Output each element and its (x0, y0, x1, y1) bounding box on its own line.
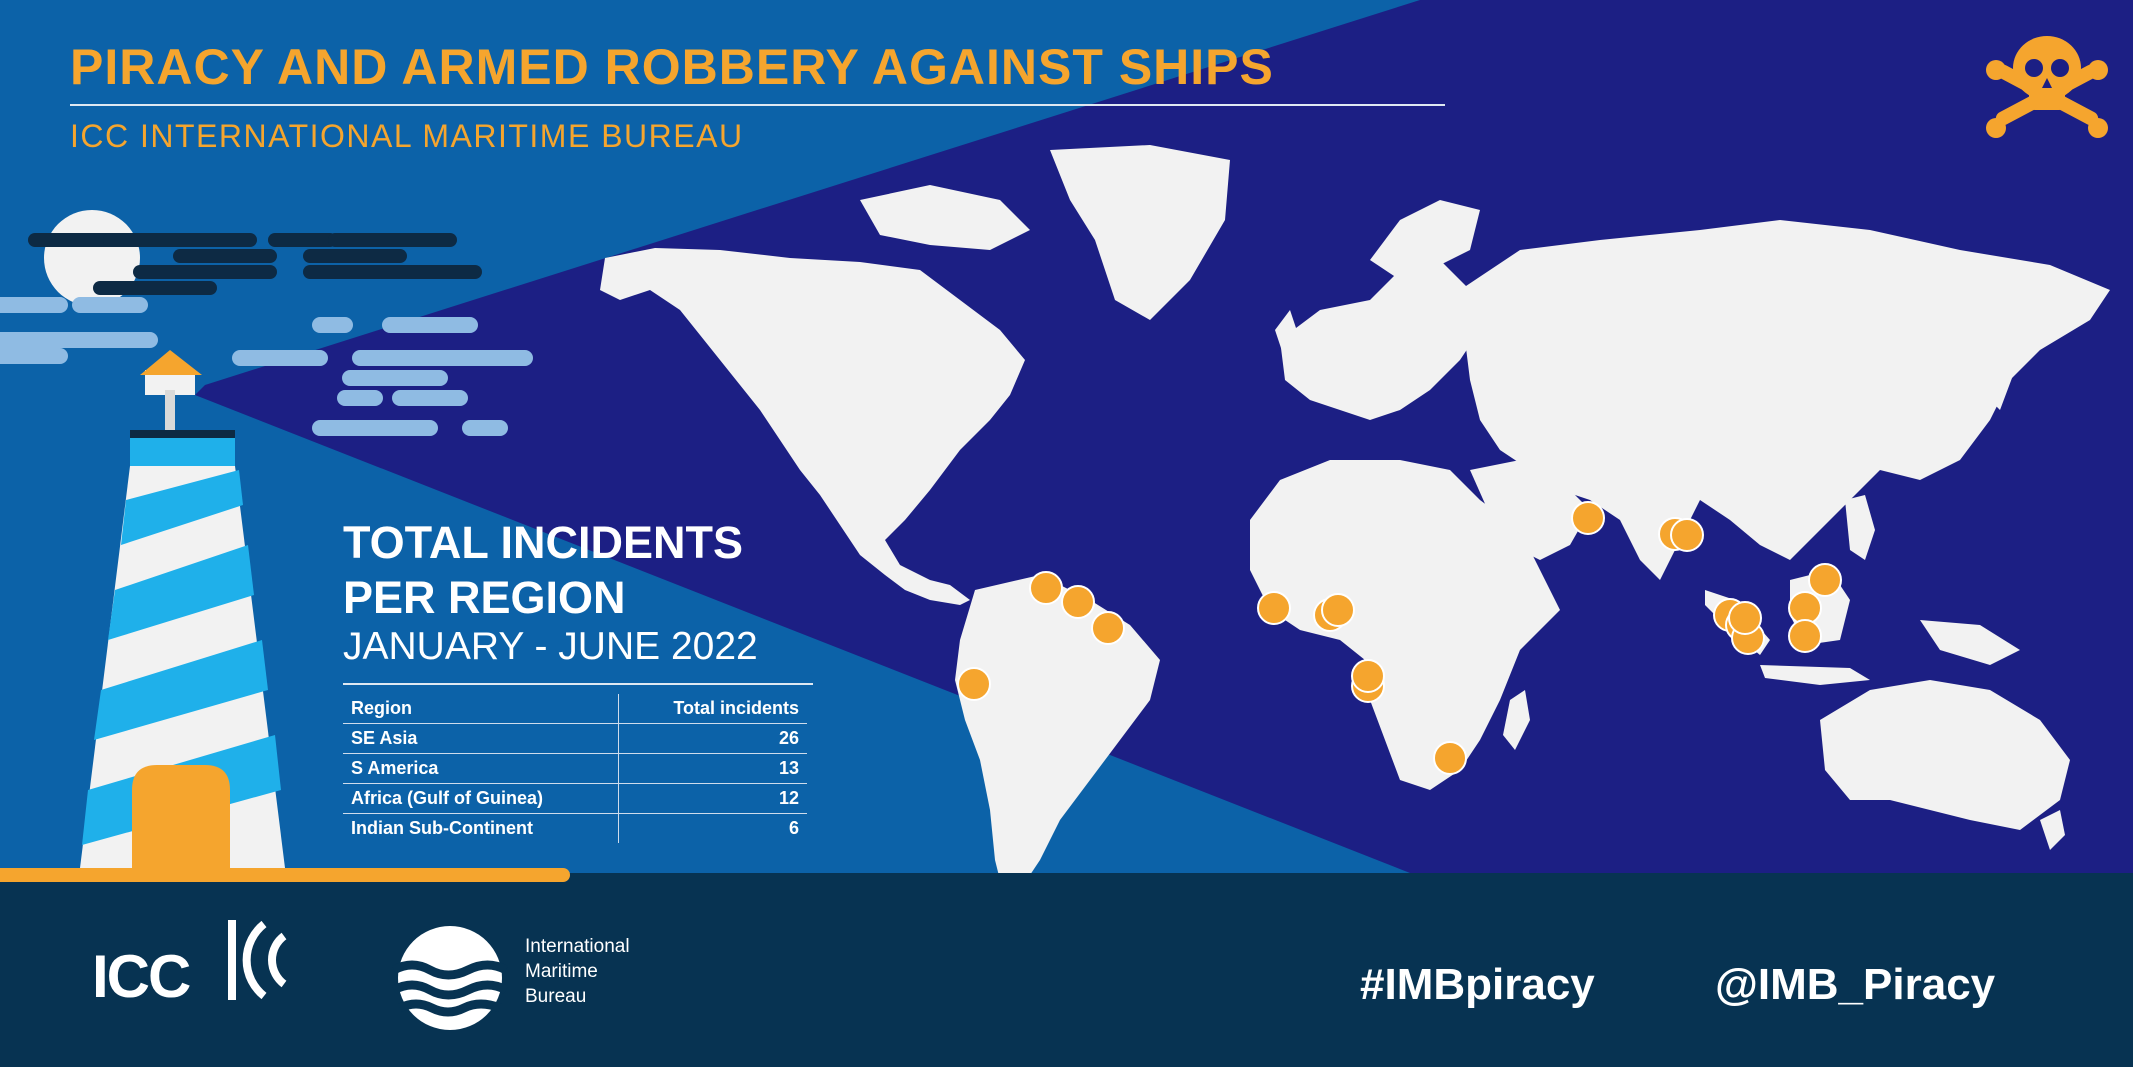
clouds (0, 233, 533, 436)
british-isles (1275, 310, 1300, 360)
lighthouse-icon (80, 350, 285, 868)
north-america (600, 248, 1025, 605)
world-map (600, 145, 2110, 873)
incidents-title-line2: PER REGION (343, 572, 626, 623)
region-cell: S America (343, 753, 619, 784)
skull-crossbones-icon (1986, 36, 2108, 138)
new-guinea (1920, 620, 2020, 665)
total-cell: 26 (618, 723, 807, 754)
incident-marker (1808, 563, 1842, 597)
total-cell: 6 (618, 813, 807, 843)
social-handle-link[interactable]: @IMB_Piracy (1715, 960, 1996, 1009)
incident-marker (1061, 585, 1095, 619)
table-header-row: Region Total incidents (343, 694, 807, 724)
table-row: SE Asia 26 (343, 723, 807, 754)
incidents-heading: TOTAL INCIDENTS PER REGION (343, 515, 743, 625)
page-subtitle: ICC INTERNATIONAL MARITIME BUREAU (70, 118, 744, 154)
scandinavia (1370, 200, 1480, 280)
region-cell: Indian Sub-Continent (351, 818, 533, 838)
imb-name: International Maritime Bureau (525, 934, 630, 1009)
incident-marker (1433, 741, 1467, 775)
region-cell: SE Asia (343, 723, 619, 754)
table-row: Indian Sub-Continent 6 (343, 813, 807, 843)
column-header-total: Total incidents (618, 694, 807, 724)
incidents-title-line1: TOTAL INCIDENTS (343, 517, 744, 568)
hashtag-link[interactable]: #IMBpiracy (1360, 960, 1595, 1009)
philippines (1845, 495, 1875, 560)
incident-marker (957, 667, 991, 701)
imb-logo (392, 926, 508, 1030)
column-header-region: Region (343, 694, 619, 724)
incident-marker (1571, 501, 1605, 535)
incident-marker (1351, 659, 1385, 693)
madagascar (1503, 690, 1530, 750)
greenland (1050, 145, 1230, 320)
icc-logo-mark (228, 920, 287, 1000)
japan (1985, 340, 2015, 410)
map-background (0, 0, 2133, 873)
total-cell: 12 (618, 783, 807, 814)
arctic-islands (860, 185, 1030, 250)
accent-strip (0, 868, 570, 882)
page-title: PIRACY AND ARMED ROBBERY AGAINST SHIPS (70, 39, 1274, 95)
incident-marker (1257, 591, 1291, 625)
footer-bar (0, 873, 2133, 1067)
incident-marker (1029, 571, 1063, 605)
table-row: Africa (Gulf of Guinea) 12 (343, 783, 807, 814)
regions-table: Region Total incidents SE Asia 26 S Amer… (343, 694, 807, 843)
incident-marker (1788, 619, 1822, 653)
incident-marker (1091, 611, 1125, 645)
title-divider (70, 104, 1445, 106)
imb-name-line: Maritime (525, 961, 598, 982)
table-row: S America 13 (343, 753, 807, 784)
south-america (955, 575, 1160, 873)
incident-markers (957, 501, 1842, 775)
icc-logo: ICC (92, 943, 191, 1010)
dark-ocean (195, 0, 2133, 873)
africa (1250, 460, 1560, 790)
incidents-divider (343, 683, 813, 685)
new-zealand (2040, 810, 2065, 850)
incident-marker (1728, 601, 1762, 635)
incident-marker (1321, 593, 1355, 627)
java (1760, 665, 1870, 685)
incident-marker (1670, 518, 1704, 552)
europe (1280, 260, 1480, 420)
incidents-period: JANUARY - JUNE 2022 (343, 625, 758, 668)
asia (1460, 220, 2110, 580)
total-cell: 13 (618, 753, 807, 784)
arabia (1470, 460, 1590, 560)
imb-name-line: Bureau (525, 986, 587, 1007)
australia (1820, 680, 2070, 830)
region-cell: Africa (Gulf of Guinea) (343, 783, 619, 814)
imb-name-line: International (525, 936, 630, 957)
